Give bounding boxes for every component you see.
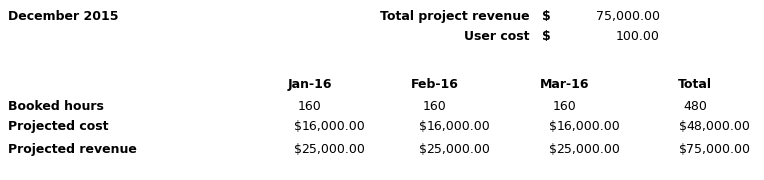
Text: 75,000.00: 75,000.00 (686, 143, 750, 156)
Text: $: $ (679, 143, 687, 156)
Text: 16,000.00: 16,000.00 (301, 120, 365, 133)
Text: 16,000.00: 16,000.00 (426, 120, 490, 133)
Text: $: $ (549, 143, 557, 156)
Text: Total: Total (678, 78, 712, 91)
Text: 160: 160 (298, 100, 322, 113)
Text: $: $ (294, 143, 302, 156)
Text: $: $ (419, 120, 427, 133)
Text: 25,000.00: 25,000.00 (556, 143, 620, 156)
Text: Projected cost: Projected cost (8, 120, 108, 133)
Text: 75,000.00: 75,000.00 (596, 10, 660, 23)
Text: 25,000.00: 25,000.00 (301, 143, 365, 156)
Text: Projected revenue: Projected revenue (8, 143, 137, 156)
Text: December 2015: December 2015 (8, 10, 118, 23)
Text: 48,000.00: 48,000.00 (686, 120, 750, 133)
Text: Jan-16: Jan-16 (288, 78, 332, 91)
Text: 160: 160 (553, 100, 577, 113)
Text: $: $ (542, 30, 551, 43)
Text: $: $ (542, 10, 551, 23)
Text: $: $ (549, 120, 557, 133)
Text: $: $ (419, 143, 427, 156)
Text: 480: 480 (683, 100, 707, 113)
Text: Booked hours: Booked hours (8, 100, 104, 113)
Text: 16,000.00: 16,000.00 (556, 120, 620, 133)
Text: 160: 160 (423, 100, 447, 113)
Text: Total project revenue: Total project revenue (380, 10, 530, 23)
Text: User cost: User cost (465, 30, 530, 43)
Text: Mar-16: Mar-16 (540, 78, 590, 91)
Text: $: $ (294, 120, 302, 133)
Text: $: $ (679, 120, 687, 133)
Text: 25,000.00: 25,000.00 (426, 143, 490, 156)
Text: 100.00: 100.00 (616, 30, 660, 43)
Text: Feb-16: Feb-16 (411, 78, 459, 91)
